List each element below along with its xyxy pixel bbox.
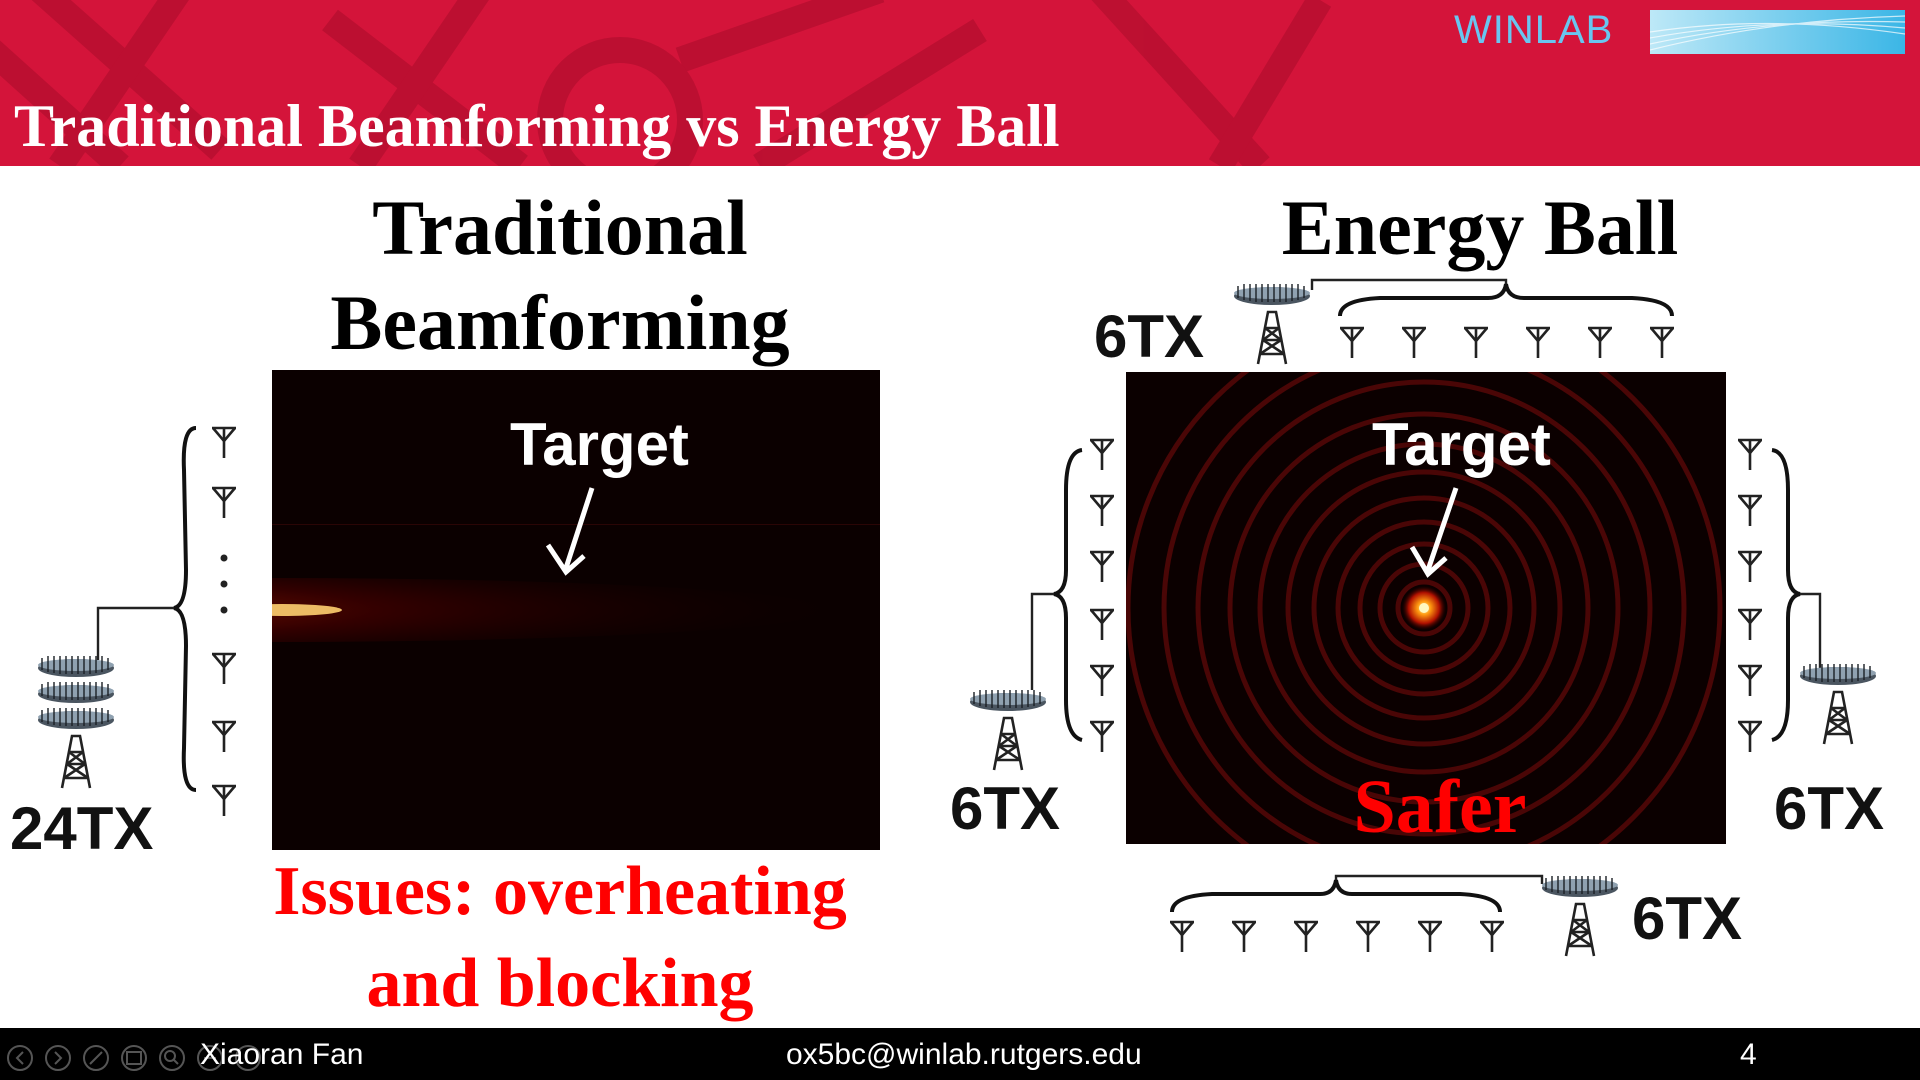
safer-label: Safer [1353, 765, 1527, 849]
prev-icon[interactable] [7, 1045, 33, 1071]
top-tx-label: 6TX [1094, 303, 1205, 370]
pen-icon[interactable] [83, 1045, 109, 1071]
issues-line2: and blocking [366, 945, 754, 1022]
top-antenna-row [1310, 278, 1676, 360]
energy-ball-heatmap [1125, 309, 1726, 907]
issues-line1: Issues: overheating [273, 853, 847, 930]
zoom-icon[interactable] [159, 1045, 185, 1071]
left-antenna-column [96, 426, 238, 818]
extra-icon[interactable] [235, 1045, 261, 1071]
right-side-tx-label: 6TX [1774, 775, 1885, 842]
left-heading-line1: Traditional [372, 184, 748, 271]
left-target-arrow [545, 487, 595, 576]
title-banner: Traditional Beamforming vs Energy Ball W… [0, 0, 1920, 166]
left-tower-icon [37, 655, 115, 790]
bottom-tx-label: 6TX [1632, 885, 1743, 952]
left-tx-label: 24TX [10, 795, 154, 862]
right-side-antenna-column [1736, 438, 1822, 754]
left-side-antenna-column [1030, 438, 1116, 754]
footer-bar: Xiaoran Fan ox5bc@winlab.rutgers.edu 4 [0, 1028, 1920, 1080]
next-icon[interactable] [45, 1045, 71, 1071]
slide-title: Traditional Beamforming vs Energy Ball [14, 93, 1060, 159]
slide-nav-controls [7, 1045, 261, 1071]
left-side-tx-label: 6TX [950, 775, 1061, 842]
winlab-brand-text: WINLAB [1454, 8, 1614, 52]
bottom-tower-icon [1541, 875, 1619, 958]
left-side-tower-icon [969, 689, 1047, 772]
left-heading-line2: Beamforming [330, 279, 790, 366]
banner-watermark [0, 0, 1332, 166]
footer-author: Xiaoran Fan [200, 1038, 364, 1071]
bottom-antenna-row [1168, 874, 1544, 954]
right-target-label: Target [1372, 411, 1551, 478]
top-tower-icon [1233, 283, 1311, 366]
right-target-arrow [1409, 487, 1459, 578]
footer-page-number: 4 [1740, 1038, 1757, 1071]
footer-email: ox5bc@winlab.rutgers.edu [786, 1038, 1142, 1071]
right-heading: Energy Ball [1281, 184, 1679, 271]
right-side-tower-icon [1799, 663, 1877, 746]
winlab-logo-icon [1650, 10, 1905, 54]
left-target-label: Target [510, 411, 689, 478]
more-icon[interactable] [197, 1045, 223, 1071]
issues-text: Issues: overheating and blocking [190, 846, 930, 1030]
slides-icon[interactable] [121, 1045, 147, 1071]
left-heading: Traditional Beamforming [220, 180, 900, 370]
